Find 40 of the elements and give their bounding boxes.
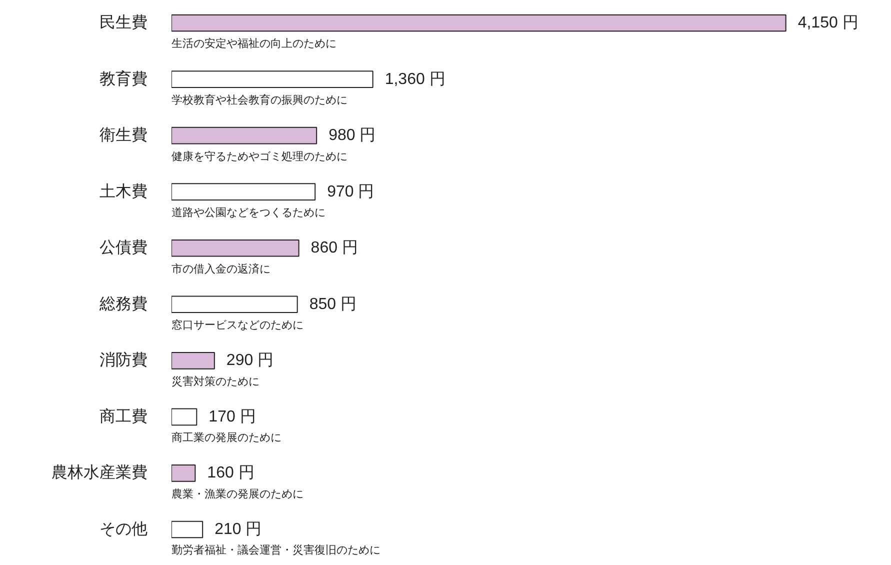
annotation: 市の借入金の返済に bbox=[172, 262, 270, 276]
annotation: 学校教育や社会教育の振興のために bbox=[172, 93, 348, 106]
bar bbox=[172, 408, 198, 426]
bar bbox=[172, 126, 318, 144]
data-label: 290 円 bbox=[226, 352, 274, 370]
data-label: 860 円 bbox=[310, 240, 358, 257]
y-tick-label: 民生費 bbox=[100, 14, 148, 32]
data-label: 970 円 bbox=[327, 183, 374, 200]
bar bbox=[172, 70, 374, 88]
bar bbox=[172, 14, 786, 32]
bar bbox=[172, 183, 316, 200]
y-tick-label: 公債費 bbox=[100, 238, 148, 257]
annotation: 健康を守るためやゴミ処理のために bbox=[172, 150, 348, 163]
bar bbox=[172, 520, 204, 538]
bar bbox=[172, 464, 196, 482]
bar bbox=[172, 296, 298, 314]
y-tick-label: その他 bbox=[100, 520, 148, 538]
bar bbox=[172, 239, 300, 257]
bar bbox=[172, 352, 215, 370]
y-tick-label: 総務費 bbox=[98, 294, 148, 313]
annotation: 農業・漁業の発展のために bbox=[172, 487, 304, 500]
data-label: 4,150 円 bbox=[798, 14, 858, 32]
y-tick-label: 教育費 bbox=[100, 70, 148, 88]
annotation: 窓口サービスなどのために bbox=[172, 318, 304, 332]
data-label: 170 円 bbox=[208, 408, 256, 426]
annotation: 商工業の発展のために bbox=[172, 431, 282, 444]
y-tick-label: 商工費 bbox=[100, 407, 148, 426]
annotation: 勤労者福祉・議会運営・災害復旧のために bbox=[172, 544, 380, 557]
y-tick-label: 農林水産業費 bbox=[52, 464, 148, 482]
data-label: 210 円 bbox=[214, 520, 262, 538]
y-tick-label: 衛生費 bbox=[100, 126, 148, 144]
annotation: 生活の安定や福祉の向上のために bbox=[172, 37, 336, 50]
y-tick-label: 消防費 bbox=[100, 351, 148, 370]
data-label: 160 円 bbox=[207, 464, 254, 482]
data-label: 1,360 円 bbox=[384, 70, 446, 88]
annotation: 災害対策のために bbox=[172, 374, 260, 388]
data-label: 980 円 bbox=[328, 127, 376, 144]
y-tick-label: 土木費 bbox=[100, 182, 148, 200]
data-label: 850 円 bbox=[309, 296, 356, 313]
annotation: 道路や公園などをつくるために bbox=[172, 207, 326, 220]
